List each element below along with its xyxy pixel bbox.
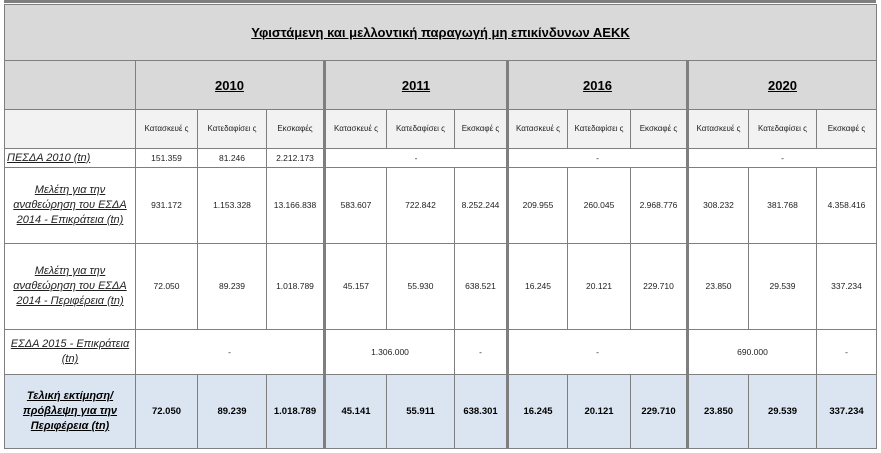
cell-value: 8.252.244 bbox=[454, 167, 508, 244]
subheader-demolition: Κατεδαφίσει ς bbox=[386, 109, 455, 149]
cell-value: 260.045 bbox=[567, 167, 631, 244]
row-label-final: Τελική εκτίμηση/πρόβλεψη για την Περιφέρ… bbox=[4, 374, 136, 449]
cell-value: 209.955 bbox=[506, 167, 568, 244]
cell-value: 931.172 bbox=[135, 167, 198, 244]
subheader-excavation: Εκσκαφέ ς bbox=[816, 109, 877, 149]
cell-value: 16.245 bbox=[506, 374, 568, 449]
cell-value: - bbox=[506, 329, 688, 375]
cell-value: 20.121 bbox=[567, 374, 631, 449]
cell-value: 1.306.000 bbox=[323, 329, 455, 375]
cell-value: 229.710 bbox=[630, 243, 688, 330]
cell-value: 381.768 bbox=[748, 167, 817, 244]
subheader-blank bbox=[4, 109, 136, 149]
cell-value: 4.358.416 bbox=[816, 167, 877, 244]
year-header-2016: 2016 bbox=[506, 60, 688, 110]
cell-value: 45.141 bbox=[323, 374, 387, 449]
cell-value: 45.157 bbox=[323, 243, 387, 330]
year-header-2010: 2010 bbox=[135, 60, 325, 110]
subheader-demolition: Κατεδαφίσει ς bbox=[197, 109, 267, 149]
cell-value: 16.245 bbox=[506, 243, 568, 330]
table-row: Μελέτη για την αναθεώρηση του ΕΣΔΑ 2014 … bbox=[4, 167, 877, 244]
subheader-construction: Κατασκευέ ς bbox=[686, 109, 749, 149]
year-header-row: 2010 2011 2016 2020 bbox=[4, 60, 877, 110]
cell-value: 20.121 bbox=[567, 243, 631, 330]
cell-value: 1.018.789 bbox=[266, 374, 325, 449]
table-row-final: Τελική εκτίμηση/πρόβλεψη για την Περιφέρ… bbox=[4, 374, 877, 449]
top-border bbox=[4, 0, 876, 3]
cell-value: - bbox=[506, 148, 688, 168]
subheader-excavation: Εκσκαφέ ς bbox=[630, 109, 688, 149]
cell-value: 337.234 bbox=[816, 243, 877, 330]
row-label-esda2015: ΕΣΔΑ 2015 - Επικράτεια (tn) bbox=[4, 329, 136, 375]
subheader-row: Κατασκευέ ς Κατεδαφίσει ς Εκσκαφές Κατασ… bbox=[4, 109, 877, 149]
subheader-excavation: Εκσκαφές bbox=[266, 109, 325, 149]
cell-value: 583.607 bbox=[323, 167, 387, 244]
row-label-study-region: Μελέτη για την αναθεώρηση του ΕΣΔΑ 2014 … bbox=[4, 243, 136, 330]
cell-value: 72.050 bbox=[135, 243, 198, 330]
year-header-2011: 2011 bbox=[323, 60, 508, 110]
cell-value: 2.968.776 bbox=[630, 167, 688, 244]
table-row: Μελέτη για την αναθεώρηση του ΕΣΔΑ 2014 … bbox=[4, 243, 877, 330]
cell-value: 89.239 bbox=[197, 243, 267, 330]
cell-value: 29.539 bbox=[748, 374, 817, 449]
table-row: ΠΕΣΔΑ 2010 (tn) 151.359 81.246 2.212.173… bbox=[4, 148, 877, 168]
year-header-blank bbox=[4, 60, 136, 110]
cell-value: 2.212.173 bbox=[266, 148, 325, 168]
cell-value: 308.232 bbox=[686, 167, 749, 244]
subheader-construction: Κατασκευέ ς bbox=[323, 109, 387, 149]
cell-value: 1.153.328 bbox=[197, 167, 267, 244]
subheader-demolition: Κατεδαφίσει ς bbox=[748, 109, 817, 149]
cell-value: - bbox=[686, 148, 877, 168]
cell-value: - bbox=[816, 329, 877, 375]
table-title: Υφιστάμενη και μελλοντική παραγωγή μη επ… bbox=[4, 4, 877, 61]
cell-value: 638.521 bbox=[454, 243, 508, 330]
cell-value: 337.234 bbox=[816, 374, 877, 449]
production-table: Υφιστάμενη και μελλοντική παραγωγή μη επ… bbox=[4, 4, 877, 449]
cell-value: - bbox=[454, 329, 508, 375]
subheader-construction: Κατασκευέ ς bbox=[135, 109, 198, 149]
cell-value: 151.359 bbox=[135, 148, 198, 168]
row-label-study-national: Μελέτη για την αναθεώρηση του ΕΣΔΑ 2014 … bbox=[4, 167, 136, 244]
year-header-2020: 2020 bbox=[686, 60, 877, 110]
cell-value: 638.301 bbox=[454, 374, 508, 449]
cell-value: 13.166.838 bbox=[266, 167, 325, 244]
production-table-wrapper: Υφιστάμενη και μελλοντική παραγωγή μη επ… bbox=[4, 4, 877, 450]
table-row: ΕΣΔΑ 2015 - Επικράτεια (tn) - 1.306.000 … bbox=[4, 329, 877, 375]
cell-value: 81.246 bbox=[197, 148, 267, 168]
cell-value: 72.050 bbox=[135, 374, 198, 449]
cell-value: 23.850 bbox=[686, 374, 749, 449]
cell-value: 1.018.789 bbox=[266, 243, 325, 330]
cell-value: 722.842 bbox=[386, 167, 455, 244]
subheader-construction: Κατασκευέ ς bbox=[506, 109, 568, 149]
cell-value: 690.000 bbox=[686, 329, 817, 375]
cell-value: 89.239 bbox=[197, 374, 267, 449]
cell-value: 29.539 bbox=[748, 243, 817, 330]
cell-value: 55.930 bbox=[386, 243, 455, 330]
cell-value: 55.911 bbox=[386, 374, 455, 449]
cell-value: - bbox=[135, 329, 325, 375]
subheader-demolition: Κατεδαφίσει ς bbox=[567, 109, 631, 149]
cell-value: - bbox=[323, 148, 508, 168]
cell-value: 23.850 bbox=[686, 243, 749, 330]
cell-value: 229.710 bbox=[630, 374, 688, 449]
subheader-excavation: Εκσκαφέ ς bbox=[454, 109, 508, 149]
row-label-pesda: ΠΕΣΔΑ 2010 (tn) bbox=[4, 148, 136, 168]
